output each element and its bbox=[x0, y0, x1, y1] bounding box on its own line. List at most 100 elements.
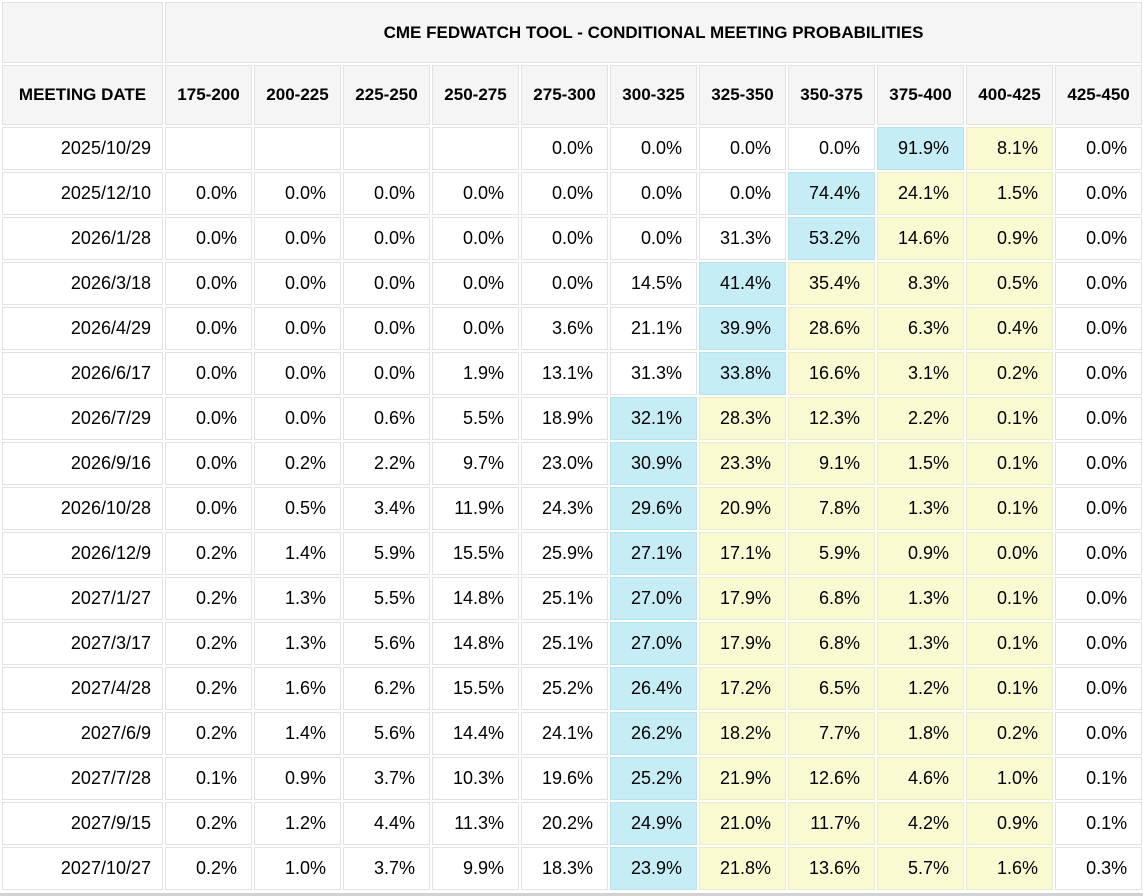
probability-cell: 0.0% bbox=[343, 172, 430, 215]
probability-cell: 21.8% bbox=[699, 847, 786, 890]
probability-cell: 31.3% bbox=[610, 352, 697, 395]
rate-range-header: 225-250 bbox=[343, 65, 430, 125]
meeting-row: 2027/10/27 0.2% 1.0% 3.7% 9.9% 18.3% 23.9% 21.8… bbox=[2, 847, 1143, 890]
probability-cell: 12.3% bbox=[788, 397, 875, 440]
probability-cell: 0.3% bbox=[1055, 847, 1143, 890]
probability-cell: 8.3% bbox=[877, 262, 964, 305]
probability-cell: 4.4% bbox=[343, 802, 430, 845]
probability-cell: 0.0% bbox=[1055, 352, 1143, 395]
probability-cell: 0.2% bbox=[165, 802, 252, 845]
probability-cell: 0.0% bbox=[1055, 217, 1143, 260]
probability-cell: 35.4% bbox=[788, 262, 875, 305]
probability-cell: 0.5% bbox=[254, 487, 341, 530]
probability-cell-max: 27.0% bbox=[610, 622, 697, 665]
probability-cell: 11.7% bbox=[788, 802, 875, 845]
probability-cell: 3.4% bbox=[343, 487, 430, 530]
probability-cell: 16.6% bbox=[788, 352, 875, 395]
meeting-row: 2025/10/29 0.0% 0.0% 0.0% 0.0% 91.9% 8.1% 0.0% bbox=[2, 127, 1143, 170]
probability-cell: 0.0% bbox=[788, 127, 875, 170]
probability-cell: 0.0% bbox=[254, 352, 341, 395]
probability-cell: 24.3% bbox=[521, 487, 608, 530]
meeting-date-cell: 2027/4/28 bbox=[2, 667, 163, 710]
probability-cell: 9.9% bbox=[432, 847, 519, 890]
probability-cell-max: 24.9% bbox=[610, 802, 697, 845]
probability-cell: 1.0% bbox=[966, 757, 1053, 800]
probability-cell: 1.5% bbox=[966, 172, 1053, 215]
probability-cell: 6.2% bbox=[343, 667, 430, 710]
rate-range-header: 350-375 bbox=[788, 65, 875, 125]
meeting-row: 2025/12/10 0.0% 0.0% 0.0% 0.0% 0.0% 0.0% 0.0% 74… bbox=[2, 172, 1143, 215]
meeting-date-cell: 2027/3/17 bbox=[2, 622, 163, 665]
probability-cell: 0.0% bbox=[610, 172, 697, 215]
meeting-date-cell: 2026/12/9 bbox=[2, 532, 163, 575]
probability-cell: 3.7% bbox=[343, 757, 430, 800]
probability-cell: 0.0% bbox=[1055, 487, 1143, 530]
probability-cell: 28.6% bbox=[788, 307, 875, 350]
probability-cell: 18.9% bbox=[521, 397, 608, 440]
probability-cell: 6.8% bbox=[788, 622, 875, 665]
probability-cell: 0.0% bbox=[432, 172, 519, 215]
probability-cell: 25.2% bbox=[521, 667, 608, 710]
probability-cell: 0.0% bbox=[343, 262, 430, 305]
probability-cell: 21.0% bbox=[699, 802, 786, 845]
rate-range-header: 300-325 bbox=[610, 65, 697, 125]
probability-rows: 2025/10/29 0.0% 0.0% 0.0% 0.0% 91.9% 8.1% 0.0% 2… bbox=[2, 127, 1143, 890]
probability-cell-max: 23.9% bbox=[610, 847, 697, 890]
probability-cell: 0.0% bbox=[343, 217, 430, 260]
probability-cell: 21.9% bbox=[699, 757, 786, 800]
probability-cell-max: 27.0% bbox=[610, 577, 697, 620]
probability-cell: 4.2% bbox=[877, 802, 964, 845]
probability-cell bbox=[254, 127, 341, 170]
probability-cell bbox=[343, 127, 430, 170]
probability-cell: 23.0% bbox=[521, 442, 608, 485]
probability-cell: 13.6% bbox=[788, 847, 875, 890]
probability-cell: 0.0% bbox=[165, 397, 252, 440]
meeting-date-cell: 2026/4/29 bbox=[2, 307, 163, 350]
probability-cell: 14.6% bbox=[877, 217, 964, 260]
corner-cell bbox=[2, 2, 163, 63]
probability-cell-max: 26.2% bbox=[610, 712, 697, 755]
meeting-date-cell: 2026/1/28 bbox=[2, 217, 163, 260]
probability-cell: 1.2% bbox=[877, 667, 964, 710]
probability-cell: 0.0% bbox=[254, 172, 341, 215]
probability-cell: 0.0% bbox=[1055, 712, 1143, 755]
rate-range-header: 425-450 bbox=[1055, 65, 1143, 125]
probability-cell: 7.7% bbox=[788, 712, 875, 755]
meeting-row: 2026/6/17 0.0% 0.0% 0.0% 1.9% 13.1% 31.3% 33.8%… bbox=[2, 352, 1143, 395]
meeting-row: 2026/12/9 0.2% 1.4% 5.9% 15.5% 25.9% 27.1% 17.1… bbox=[2, 532, 1143, 575]
probability-cell: 25.1% bbox=[521, 577, 608, 620]
probability-cell: 0.0% bbox=[1055, 442, 1143, 485]
probability-cell: 19.6% bbox=[521, 757, 608, 800]
probability-cell: 0.0% bbox=[165, 442, 252, 485]
probability-cell-max: 29.6% bbox=[610, 487, 697, 530]
probability-cell: 0.0% bbox=[1055, 667, 1143, 710]
probability-cell: 0.2% bbox=[165, 577, 252, 620]
probability-cell: 0.1% bbox=[966, 577, 1053, 620]
meeting-date-cell: 2025/10/29 bbox=[2, 127, 163, 170]
probability-cell: 0.6% bbox=[343, 397, 430, 440]
probability-cell: 8.1% bbox=[966, 127, 1053, 170]
probability-cell: 1.6% bbox=[254, 667, 341, 710]
probability-cell-max: 39.9% bbox=[699, 307, 786, 350]
probability-cell: 0.0% bbox=[165, 307, 252, 350]
probability-cell: 0.5% bbox=[966, 262, 1053, 305]
probability-cell: 0.1% bbox=[1055, 802, 1143, 845]
table-bottom-edge bbox=[0, 893, 1143, 896]
probability-cell: 1.5% bbox=[877, 442, 964, 485]
probability-cell-max: 53.2% bbox=[788, 217, 875, 260]
probability-cell-max: 33.8% bbox=[699, 352, 786, 395]
probability-cell: 0.2% bbox=[966, 352, 1053, 395]
probability-cell-max: 41.4% bbox=[699, 262, 786, 305]
probability-cell: 0.0% bbox=[610, 127, 697, 170]
probability-cell: 23.3% bbox=[699, 442, 786, 485]
probability-cell-max: 27.1% bbox=[610, 532, 697, 575]
probability-cell: 6.3% bbox=[877, 307, 964, 350]
probability-cell: 0.0% bbox=[165, 172, 252, 215]
probability-cell: 0.0% bbox=[521, 217, 608, 260]
probability-cell: 0.0% bbox=[1055, 262, 1143, 305]
probability-cell: 11.9% bbox=[432, 487, 519, 530]
meeting-date-cell: 2027/10/27 bbox=[2, 847, 163, 890]
probability-cell: 0.0% bbox=[1055, 622, 1143, 665]
probability-cell: 3.6% bbox=[521, 307, 608, 350]
probability-cell: 25.9% bbox=[521, 532, 608, 575]
